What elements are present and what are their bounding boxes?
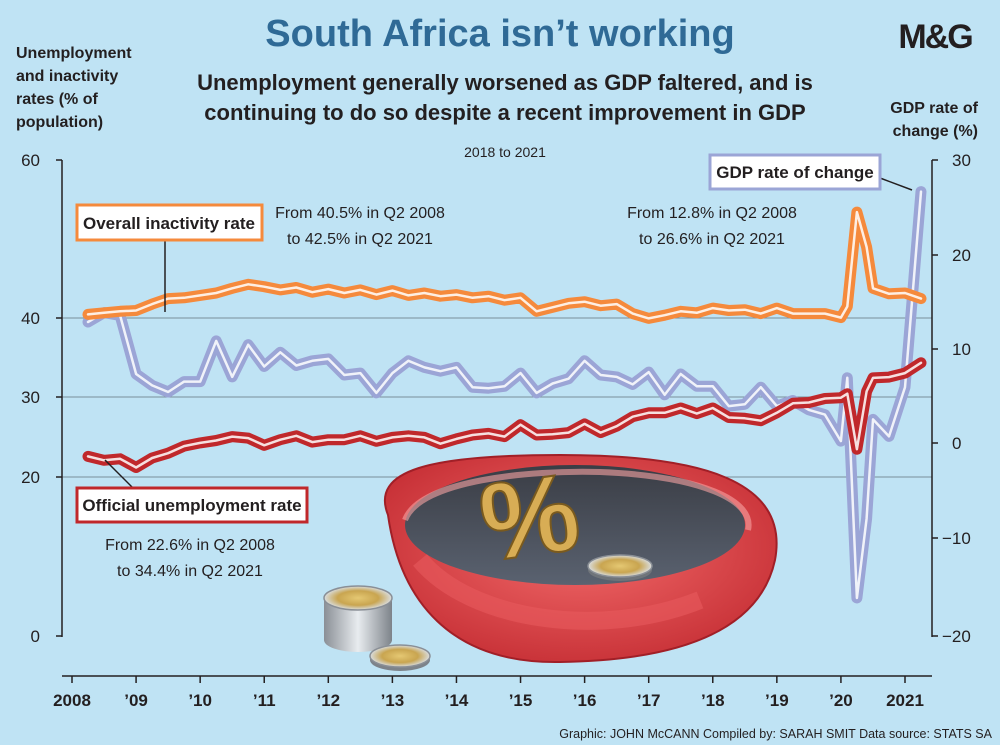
left-tick-30: 30 <box>21 388 40 407</box>
inactivity-label-box: Overall inactivity rate <box>75 203 264 242</box>
x-tick-label: ’20 <box>829 691 853 710</box>
series-layer <box>82 186 927 604</box>
chart-title: South Africa isn’t working <box>265 13 734 55</box>
loose-coin <box>369 644 431 671</box>
x-tick-label: 2021 <box>886 691 924 710</box>
x-tick-label: 2008 <box>53 691 91 710</box>
gdp-annotation-2: to 26.6% in Q2 2021 <box>639 231 785 248</box>
gdp-connector <box>879 177 913 191</box>
left-axis-title: Unemployment and inactivity rates (% of … <box>16 45 132 131</box>
hat-body-shadow <box>413 554 704 630</box>
coin-stack-top <box>323 585 393 611</box>
hat-inner-rim <box>402 468 752 531</box>
coin-stack <box>323 585 431 671</box>
chart-subtitle-line1: Unemployment generally worsened as GDP f… <box>197 70 813 95</box>
right-tick-minus20: −20 <box>942 627 971 646</box>
right-tick-10: 10 <box>952 340 971 359</box>
right-tick-0: 0 <box>952 434 961 453</box>
inactivity-series-line-highlight <box>86 210 923 320</box>
x-tick-label: ’10 <box>188 691 212 710</box>
svg-text:Official unemployment rate: Official unemployment rate <box>82 496 301 515</box>
svg-text:change (%): change (%) <box>893 123 978 140</box>
left-tick-40: 40 <box>21 309 40 328</box>
x-axis-ticks: 2008 ’09 ’10 ’11 ’12 ’13 ’14 ’15 ’16 ’17 ’18 ’19 ’20… <box>53 676 924 710</box>
unemp-annotation-2: to 34.4% in Q2 2021 <box>117 563 263 580</box>
svg-text:and inactivity: and inactivity <box>16 68 118 85</box>
svg-text:population): population) <box>16 114 103 131</box>
right-tick-20: 20 <box>952 246 971 265</box>
right-tick-minus10: −10 <box>942 529 971 548</box>
x-tick-label: ’19 <box>765 691 789 710</box>
svg-text:GDP rate of: GDP rate of <box>890 100 978 117</box>
label-connectors <box>104 177 913 491</box>
x-tick-label: ’09 <box>124 691 148 710</box>
x-tick-label: ’11 <box>253 691 276 710</box>
svg-text:GDP rate of change: GDP rate of change <box>716 163 873 182</box>
unemp-connector <box>104 459 136 491</box>
x-tick-label: ’17 <box>637 691 661 710</box>
gdp-series-line-highlight <box>86 190 923 600</box>
left-tick-60: 60 <box>21 151 40 170</box>
svg-text:rates (% of: rates (% of <box>16 91 98 108</box>
left-axis-labels: 60 40 30 20 0 <box>21 151 40 646</box>
credits-footer: Graphic: JOHN McCANN Compiled by: SARAH … <box>559 727 992 741</box>
unemployment-series-line <box>82 357 927 473</box>
left-tick-0: 0 <box>31 627 40 646</box>
chart-subtitle-line2: continuing to do so despite a recent imp… <box>204 100 805 125</box>
right-axis-title: GDP rate of change (%) <box>890 100 978 140</box>
right-axis-labels: 30 20 10 0 −10 −20 <box>942 151 971 646</box>
right-tick-30: 30 <box>952 151 971 170</box>
x-tick-label: ’16 <box>573 691 597 710</box>
gdp-label-box: GDP rate of change <box>708 153 882 191</box>
unemployment-series-line-highlight <box>86 361 923 469</box>
inactivity-annotation-2: to 42.5% in Q2 2021 <box>287 231 433 248</box>
x-tick-label: ’12 <box>316 691 340 710</box>
hat-opening <box>405 465 745 585</box>
x-tick-label: ’15 <box>509 691 533 710</box>
hat-coin <box>587 554 653 581</box>
axes-frame <box>61 160 933 677</box>
x-tick-label: ’14 <box>445 691 469 710</box>
svg-text:Overall inactivity rate: Overall inactivity rate <box>83 214 255 233</box>
x-tick-label: ’18 <box>701 691 725 710</box>
inactivity-annotation-1: From 40.5% in Q2 2008 <box>275 205 445 222</box>
hat-percent-symbol: % <box>473 450 587 585</box>
mg-logo: M&G <box>898 18 972 56</box>
annotations: From 40.5% in Q2 2008 to 42.5% in Q2 202… <box>105 205 797 580</box>
x-tick-label: ’13 <box>381 691 405 710</box>
left-tick-20: 20 <box>21 468 40 487</box>
svg-text:Unemployment: Unemployment <box>16 45 132 62</box>
unemployment-label-box: Official unemployment rate <box>75 486 309 524</box>
gdp-annotation-1: From 12.8% in Q2 2008 <box>627 205 797 222</box>
right-axis-ticks <box>932 159 938 637</box>
chart-period: 2018 to 2021 <box>464 144 546 160</box>
hat-illustration: % <box>383 449 778 664</box>
left-axis-ticks <box>56 159 62 637</box>
unemp-annotation-1: From 22.6% in Q2 2008 <box>105 537 275 554</box>
